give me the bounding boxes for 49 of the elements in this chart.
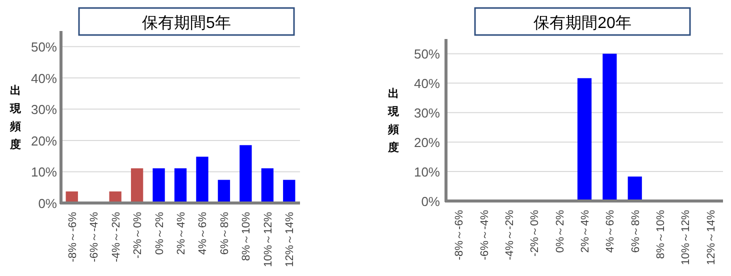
y-axis-title: 出現頻度	[9, 84, 22, 151]
bar	[283, 180, 296, 203]
bar	[261, 168, 274, 203]
x-tick-label: -6%～-4%	[88, 212, 101, 262]
x-tick-label: 6%～8%	[218, 212, 231, 255]
x-tick-label: -4%～-2%	[504, 210, 516, 260]
y-tick-label: 30%	[30, 102, 58, 118]
y-axis-title: 出現頻度	[387, 87, 400, 154]
x-tick-label: 4%～6%	[604, 210, 617, 253]
y-tick-label: 20%	[30, 133, 58, 148]
y-tick-label: 0%	[421, 194, 440, 209]
x-tick-label: -2%～0%	[132, 212, 144, 258]
y-tick-label: 30%	[414, 106, 440, 121]
x-tick-label: 2%～4%	[580, 210, 592, 253]
x-tick-label: -6%～-4%	[478, 210, 491, 260]
bar	[218, 180, 230, 203]
bar	[240, 145, 252, 203]
x-tick-label: -4%～-2%	[110, 212, 122, 262]
y-tick-label: 40%	[30, 70, 58, 86]
y-tick-label: 10%	[30, 164, 58, 180]
x-tick-label: 10%～12%	[680, 210, 692, 266]
x-tick-label: 4%～6%	[197, 212, 210, 255]
x-tick-label: 0%～2%	[154, 212, 166, 255]
bar	[152, 168, 165, 203]
x-tick-label: -8%～-6%	[454, 210, 466, 260]
y-tick-label: 50%	[30, 40, 58, 55]
y-tick-label: 40%	[414, 76, 440, 92]
bar	[196, 156, 208, 203]
x-tick-label: 8%～10%	[240, 212, 253, 261]
chart-title: 保有期間20年	[534, 14, 632, 32]
x-tick-label: 12%～14%	[705, 210, 718, 266]
x-tick-label: -2%～0%	[529, 210, 542, 256]
x-tick-label: -8%～-6%	[66, 212, 79, 262]
y-tick-label: 50%	[414, 46, 440, 62]
y-tick-label: 0%	[38, 196, 58, 211]
x-tick-label: 6%～8%	[630, 210, 642, 253]
x-tick-label: 12%～14%	[284, 212, 296, 268]
bar	[577, 78, 592, 201]
x-tick-label: 10%～12%	[262, 212, 274, 268]
bar	[628, 176, 642, 201]
bar	[174, 168, 187, 203]
y-tick-label: 20%	[414, 135, 440, 150]
x-tick-label: 2%～4%	[176, 212, 188, 255]
x-tick-label: 0%～2%	[554, 210, 566, 253]
bar	[602, 54, 617, 201]
y-tick-label: 10%	[414, 164, 440, 180]
chart-title: 保有期間5年	[142, 14, 231, 32]
bar	[130, 168, 144, 203]
x-tick-label: 8%～10%	[655, 210, 668, 259]
